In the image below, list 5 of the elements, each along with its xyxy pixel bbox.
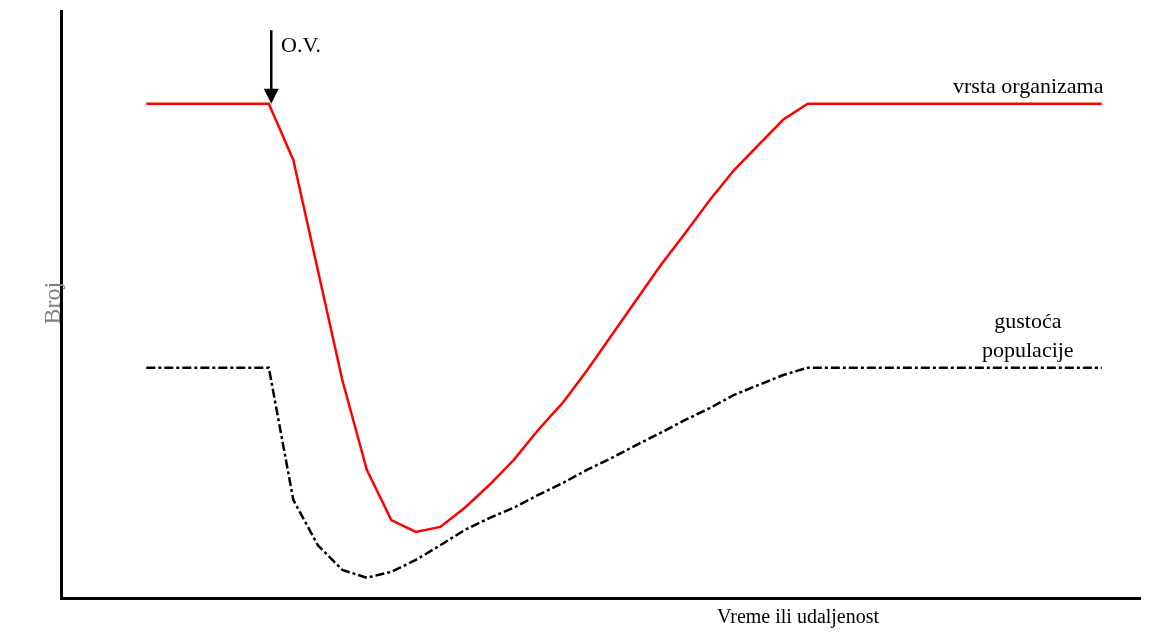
text: O.V. [281, 32, 321, 57]
x-axis-title: Vreme ili udaljenost [717, 605, 880, 628]
series-label: gustoća populacije [982, 308, 1074, 362]
y-axis-title: Broj [38, 281, 65, 325]
series-label: vrsta organizama [953, 73, 1104, 98]
